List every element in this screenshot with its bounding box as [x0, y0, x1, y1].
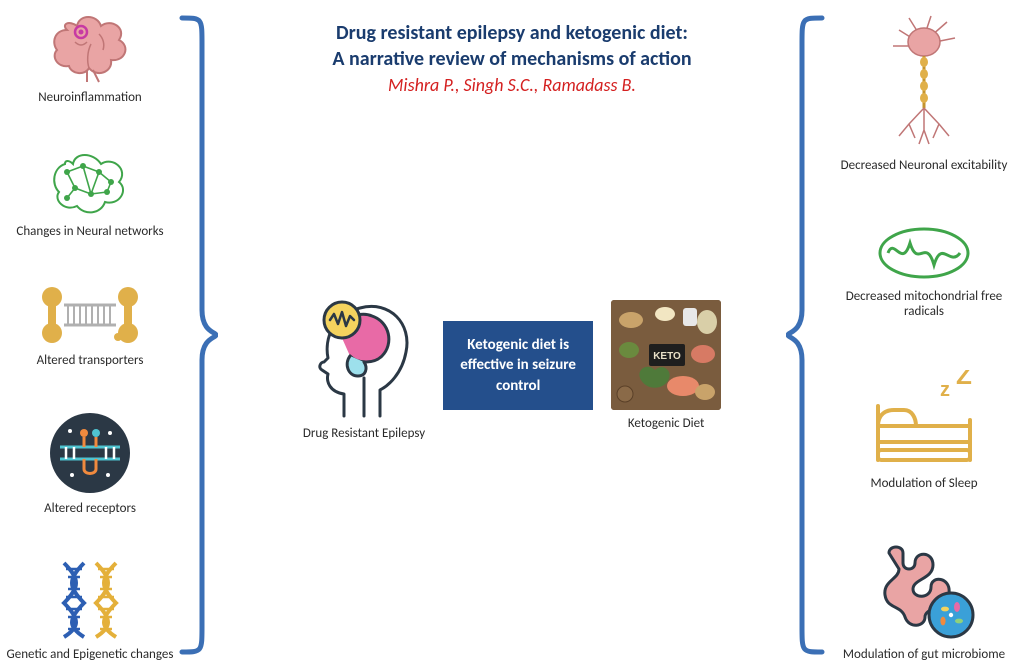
left-bracket [178, 10, 218, 660]
mitochondria-icon [874, 223, 974, 283]
center-statement-box: Ketogenic diet is effective in seizure c… [443, 321, 593, 410]
title-line2: A narrative review of mechanisms of acti… [220, 46, 804, 72]
center-row: Drug Resistant Epilepsy Ketogenic diet i… [218, 290, 806, 441]
keto-food-icon: KETO [611, 300, 721, 410]
title-line1: Drug resistant epilepsy and ketogenic di… [220, 20, 804, 46]
brain-shape [54, 17, 125, 82]
right-label: Decreased mitochondrial free radicals [839, 289, 1009, 319]
left-label: Changes in Neural networks [16, 224, 163, 239]
right-column: Decreased Neuronal excitability Decrease… [824, 0, 1024, 672]
center-keto: KETO Ketogenic Diet [611, 300, 721, 431]
keto-sign-text: KETO [653, 351, 681, 362]
left-item-neuroinflammation: Neuroinflammation [38, 12, 142, 105]
right-item-neuron: Decreased Neuronal excitability [841, 12, 1008, 173]
sleep-icon: z Z [864, 370, 984, 470]
left-item-transporters: Altered transporters [37, 283, 144, 368]
right-item-sleep: z Z Modulation of Sleep [864, 370, 984, 491]
svg-text:z: z [940, 379, 950, 401]
network-brain-icon [47, 148, 133, 218]
right-label: Modulation of Sleep [870, 476, 977, 491]
right-label: Modulation of gut microbiome [843, 647, 1005, 662]
receptor-icon [48, 411, 132, 495]
svg-text:Z: Z [956, 370, 972, 390]
right-item-mito: Decreased mitochondrial free radicals [839, 223, 1009, 319]
transporter-icon [40, 283, 140, 347]
brain-icon [47, 12, 133, 84]
right-label: Decreased Neuronal excitability [841, 158, 1008, 173]
left-column: Neuroinflammation Changes in Neural netw… [0, 0, 180, 672]
title-block: Drug resistant epilepsy and ketogenic di… [220, 20, 804, 96]
center-right-label: Ketogenic Diet [628, 416, 704, 431]
dna-icon [54, 559, 126, 641]
center-left-label: Drug Resistant Epilepsy [303, 426, 425, 441]
center-epilepsy: Drug Resistant Epilepsy [303, 290, 425, 441]
left-label: Altered receptors [44, 501, 136, 516]
epilepsy-head-icon [304, 290, 424, 420]
left-item-genetic: Genetic and Epigenetic changes [7, 559, 174, 662]
gut-icon [869, 541, 979, 641]
left-label: Altered transporters [37, 353, 144, 368]
title-authors: Mishra P., Singh S.C., Ramadass B. [220, 74, 804, 96]
left-item-receptors: Altered receptors [44, 411, 136, 516]
left-label: Genetic and Epigenetic changes [7, 647, 174, 662]
right-item-gut: Modulation of gut microbiome [843, 541, 1005, 662]
left-item-neural-networks: Changes in Neural networks [16, 148, 163, 239]
left-label: Neuroinflammation [38, 90, 142, 105]
neuron-icon [869, 12, 979, 152]
